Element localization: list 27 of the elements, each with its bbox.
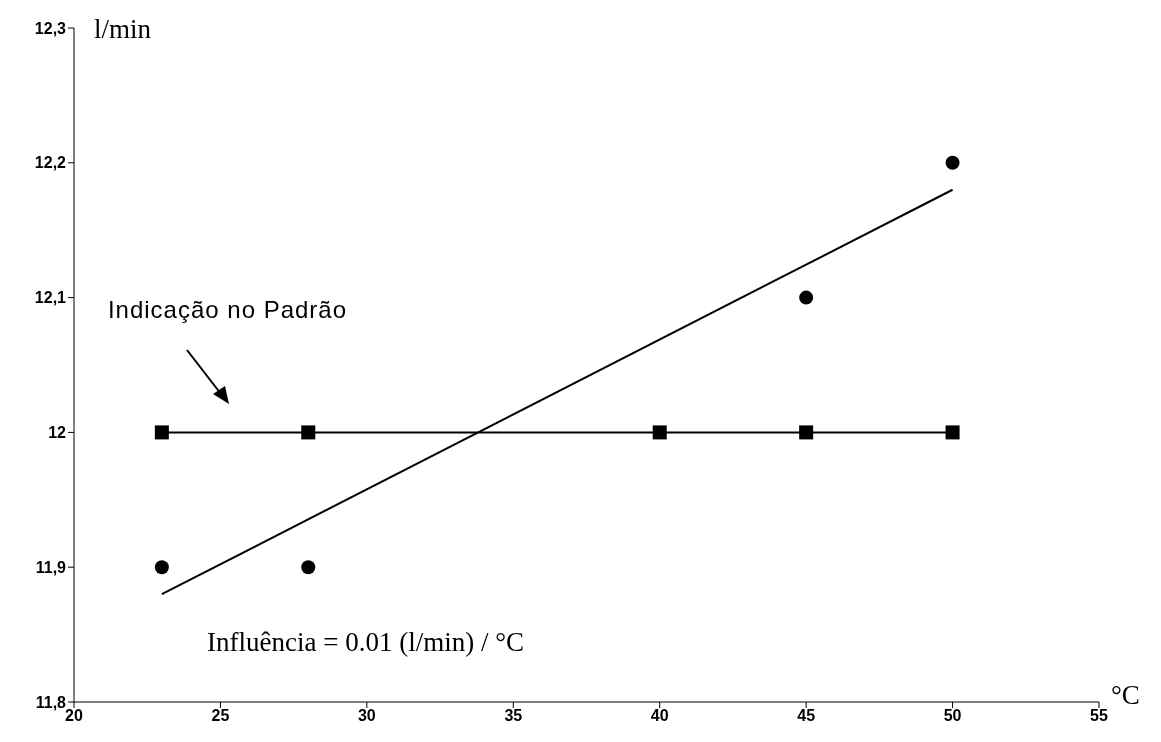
x-tick-label: 50 [943,707,962,725]
point [154,560,169,575]
y-tick-label: 11,8 [35,693,67,711]
point [799,290,814,305]
x-tick-label: 40 [650,707,669,725]
y-tick-label: 12,3 [34,19,67,37]
x-tick-label: 55 [1090,707,1108,725]
point [652,425,667,440]
point [945,155,960,170]
x-tick-label: 30 [357,707,376,725]
y-tick-label: 12,2 [34,154,67,172]
x-tick-label: 25 [211,707,230,725]
annotation: Indicação no Padrão [107,296,348,325]
point [301,425,316,440]
point [301,560,316,575]
point [945,425,960,440]
x-tick-label: 35 [504,707,523,725]
y-tick-label: 11,9 [35,558,67,576]
y-axis-title: l/min [94,14,152,45]
point [799,425,814,440]
point [154,425,169,440]
x-axis-title: °C [1111,680,1140,711]
x-tick-label: 20 [65,707,83,725]
y-tick-label: 12,1 [34,289,67,307]
annotation: Influência = 0.01 (l/min) / °C [207,627,524,658]
y-tick-label: 12 [48,424,67,442]
x-tick-label: 45 [797,707,816,725]
